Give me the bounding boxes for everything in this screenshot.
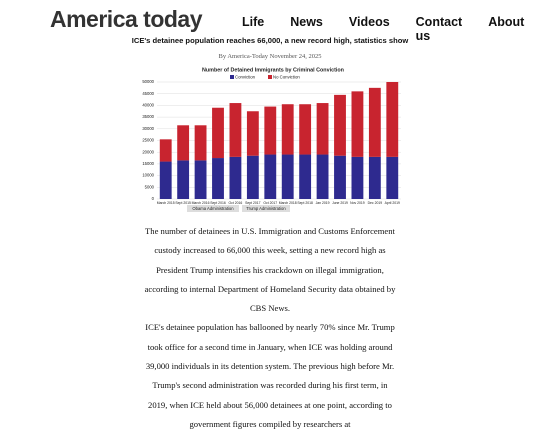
annotation: Obama Administration bbox=[192, 206, 234, 211]
nav-link[interactable]: Contact us bbox=[415, 15, 463, 43]
bar-segment bbox=[368, 87, 381, 157]
bar-segment bbox=[386, 82, 399, 157]
bar-segment bbox=[194, 160, 207, 199]
annotation-box bbox=[242, 205, 290, 212]
bar-segment bbox=[386, 156, 399, 199]
paragraph: The number of detainees in U.S. Immigrat… bbox=[144, 226, 396, 314]
bar-segment bbox=[229, 103, 242, 157]
bar-segment bbox=[368, 156, 381, 199]
x-tick-label: March 2018 bbox=[279, 201, 297, 205]
article-body: The number of detainees in U.S. Immigrat… bbox=[143, 222, 397, 434]
bar-segment bbox=[281, 104, 294, 155]
bar-segment bbox=[177, 125, 190, 161]
x-tick-label: Sept 2015 bbox=[175, 201, 191, 205]
bar-segment bbox=[212, 107, 224, 159]
bar-segment bbox=[351, 91, 364, 157]
bar-segment bbox=[264, 106, 277, 155]
annotation-box bbox=[187, 205, 239, 212]
x-tick-label: April 2019 bbox=[385, 201, 400, 205]
byline: By America-Today November 24, 2025 bbox=[218, 53, 322, 60]
bar-segment bbox=[316, 154, 329, 199]
x-tick-label: Jan 2019 bbox=[316, 201, 330, 205]
bar-segment bbox=[246, 111, 259, 156]
x-tick-label: March 2016 bbox=[192, 201, 210, 205]
y-tick-label: 45000 bbox=[142, 91, 154, 96]
page: America today Life News Videos Contact u… bbox=[50, 6, 540, 429]
bar-segment bbox=[177, 160, 190, 199]
nav-link[interactable]: News bbox=[290, 15, 323, 29]
bar-segment bbox=[299, 104, 312, 155]
legend-label: Conviction bbox=[235, 74, 256, 79]
x-tick-label: June 2019 bbox=[332, 201, 348, 205]
bar-segment bbox=[264, 154, 277, 199]
logo[interactable]: America today bbox=[50, 6, 203, 32]
annotation: Trump Administration bbox=[246, 206, 286, 211]
bar-segment bbox=[334, 94, 346, 156]
nav: Life News Videos Contact us About bbox=[242, 15, 540, 43]
y-tick-label: 35000 bbox=[142, 114, 154, 119]
y-tick-label: 20000 bbox=[142, 149, 154, 154]
headline: ICE's detainee population reaches 66,000… bbox=[131, 36, 409, 45]
x-tick-label: Sept 2016 bbox=[210, 201, 226, 205]
chart-title: Number of Detained Immigrants by Crimina… bbox=[202, 67, 344, 73]
bar-segment bbox=[334, 155, 346, 199]
legend-label: No Conviction bbox=[273, 74, 300, 79]
y-tick-label: 5000 bbox=[145, 184, 155, 189]
bar-segment bbox=[212, 158, 224, 199]
y-tick-label: 0 bbox=[152, 196, 155, 201]
y-tick-label: 40000 bbox=[142, 103, 154, 108]
nav-link[interactable]: Life bbox=[242, 15, 265, 29]
x-tick-label: Sept 2017 bbox=[245, 201, 261, 205]
chart: Number of Detained Immigrants by Crimina… bbox=[142, 67, 401, 212]
bar-segment bbox=[159, 161, 172, 199]
x-tick-label: March 2015 bbox=[157, 201, 175, 205]
bar-segment bbox=[281, 154, 294, 199]
x-tick-label: Oct 2017 bbox=[263, 201, 277, 205]
y-tick-label: 50000 bbox=[142, 79, 154, 84]
bar-segment bbox=[229, 156, 242, 199]
bar-segment bbox=[246, 155, 259, 199]
y-tick-label: 15000 bbox=[142, 161, 154, 166]
legend-swatch bbox=[230, 75, 234, 79]
paragraph: ICE's detainee population has ballooned … bbox=[145, 322, 395, 429]
bar-segment bbox=[194, 125, 207, 161]
legend-swatch bbox=[268, 75, 272, 79]
bar-segment bbox=[299, 154, 312, 199]
x-tick-label: Nov 2019 bbox=[350, 201, 365, 205]
bar-segment bbox=[316, 103, 329, 155]
bar-segment bbox=[159, 139, 172, 162]
x-tick-label: Oct 2016 bbox=[229, 201, 243, 205]
y-tick-label: 30000 bbox=[142, 126, 154, 131]
nav-link[interactable]: Videos bbox=[348, 15, 390, 29]
nav-link[interactable]: About bbox=[488, 15, 525, 29]
x-tick-label: Sept 2018 bbox=[297, 201, 313, 205]
x-tick-label: Dec 2019 bbox=[368, 201, 383, 205]
y-tick-label: 25000 bbox=[142, 138, 154, 143]
y-tick-label: 10000 bbox=[142, 173, 154, 178]
bar-segment bbox=[351, 156, 364, 199]
